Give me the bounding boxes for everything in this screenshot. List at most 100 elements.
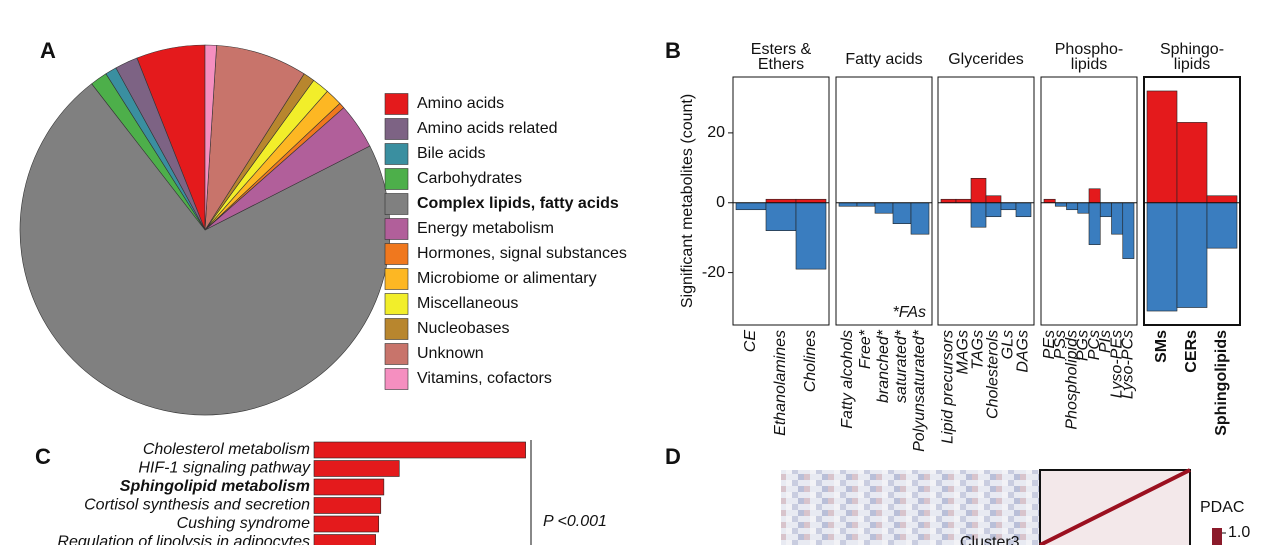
x-tick-label: Polyunsaturated* [911,329,928,452]
panel-label: C [35,444,51,469]
bar-decreased [856,202,876,207]
facet-title: lipids [1174,56,1210,73]
facet-title: Glycerides [948,51,1024,68]
bar-decreased [910,202,930,235]
pie-slice [19,83,391,416]
colorbar [1212,528,1222,545]
bar-decreased [970,202,987,228]
bar-decreased [985,202,1002,218]
facet-title: Phospho- [1055,41,1124,58]
bar-increased [1146,90,1178,204]
y-tick-label: Cholesterol metabolism [143,441,310,458]
facet-title: lipids [1071,56,1107,73]
x-tick-label: Lipid precursors [940,330,957,444]
x-tick-label: Lyso-PCs [1120,330,1137,399]
bar-decreased [892,202,912,225]
x-tick-label: Lyso-PEs [1108,330,1125,398]
legend-swatch [384,193,409,215]
bar [313,515,380,533]
facet-frame [835,76,933,326]
legend-label: Energy metabolism [417,220,554,237]
facet-title: Esters & [751,41,812,58]
pie-slice [204,45,305,231]
bar-increased [1206,195,1238,204]
x-tick-label: Cholesterols [985,330,1002,419]
facet-title: Ethers [758,56,804,73]
bar-decreased [874,202,894,214]
bar-increased [955,198,972,204]
x-tick-label: Ethanolamines [772,330,789,436]
legend-label: Unknown [417,345,484,362]
panel-label: A [40,38,56,63]
bar-increased [985,195,1002,204]
facet-annotation: *FAs [893,304,926,321]
legend-label: Amino acids [417,95,504,112]
legend-label: Vitamins, cofactors [417,370,552,387]
bar-decreased [765,202,797,231]
x-tick-label: Sphingolipids [1213,330,1230,436]
bar-decreased [795,202,827,270]
bar-decreased [1054,202,1067,207]
bar-increased [970,177,987,204]
x-tick-label: CE [742,330,759,353]
legend-label: Microbiome or alimentary [417,270,597,287]
x-tick-label: GLs [1000,330,1017,359]
facet-title: Sphingo- [1160,41,1224,58]
legend-swatch [384,118,409,140]
y-tick-label: 0 [716,194,725,211]
bar-decreased [1176,202,1208,308]
bar-increased [1176,122,1208,204]
legend-swatch [384,218,409,240]
facet-frame [1143,76,1241,326]
legend-swatch [384,168,409,190]
bar [313,534,376,545]
x-tick-label: MAGs [955,330,972,374]
cluster-label: Cluster3 [960,534,1020,545]
x-tick-label: TAGs [970,330,987,370]
x-tick-label: branched* [875,329,892,403]
y-tick-label: 20 [707,124,725,141]
x-tick-label: PSs [1052,330,1069,359]
heatmap-diagonal [1039,468,1191,545]
facet-frame [732,76,830,326]
legend-title: PDAC [1200,499,1244,516]
x-tick-label: PIs [1097,330,1114,353]
x-tick-label: saturated* [893,329,910,403]
facet-frame [937,76,1035,326]
x-tick-label: Fatty alcohols [839,330,856,429]
legend-swatch [384,293,409,315]
bar-increased [1043,198,1056,204]
x-tick-label: PGs [1075,330,1092,361]
bar-decreased [735,202,767,211]
bar-decreased [1146,202,1178,312]
bar-decreased [1015,202,1032,218]
legend-swatch [384,243,409,265]
bar [313,460,400,477]
legend-label: Amino acids related [417,120,558,137]
legend-swatch [384,318,409,340]
legend-label: Bile acids [417,145,485,162]
x-tick-label: Cholines [802,330,819,392]
y-tick-label: Cushing syndrome [177,515,311,532]
facet-frame [1040,76,1138,326]
bar [313,497,382,514]
pie-slice [204,44,217,231]
x-tick-label: Phospholipids [1063,330,1080,430]
y-axis-label: Significant metabolites (count) [679,94,696,308]
legend-swatch [384,93,409,115]
legend-swatch [384,368,409,390]
bar-decreased [838,202,858,207]
panel-label: B [665,38,681,63]
y-tick-label: -20 [702,264,725,281]
x-tick-label: Free* [857,329,874,369]
legend-swatch [384,143,409,165]
legend-swatch [384,343,409,365]
legend-swatch [384,268,409,290]
legend-label: Complex lipids, fatty acids [417,195,619,212]
bar-decreased [1206,202,1238,249]
legend-label: Carbohydrates [417,170,522,187]
bar-decreased [1066,202,1079,211]
bar [313,478,385,496]
y-tick-label: HIF-1 signaling pathway [138,460,311,477]
